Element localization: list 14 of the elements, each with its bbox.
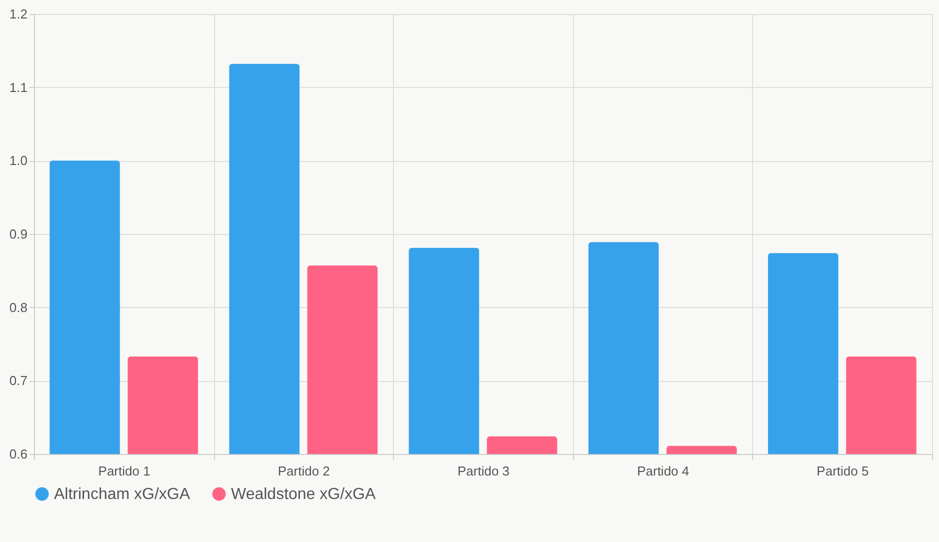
y-tick-label: 0.6 xyxy=(9,446,28,462)
legend-label: Altrincham xG/xGA xyxy=(54,486,190,503)
y-tick-label: 0.9 xyxy=(9,226,28,242)
x-tick-label: Partido 1 xyxy=(98,464,150,478)
y-tick-label: 0.7 xyxy=(9,373,28,388)
y-tick-label: 1.2 xyxy=(9,6,28,22)
y-tick-label: 1.1 xyxy=(9,80,28,95)
x-tick-label: Partido 2 xyxy=(278,464,330,478)
x-tick-label: Partido 4 xyxy=(637,464,690,478)
y-tick-label: 0.8 xyxy=(9,300,28,315)
y-tick-label: 1.0 xyxy=(9,153,28,168)
legend-label: Wealdstone xG/xGA xyxy=(231,486,376,503)
x-tick-label: Partido 3 xyxy=(457,464,510,478)
x-tick-label: Partido 5 xyxy=(816,464,869,478)
